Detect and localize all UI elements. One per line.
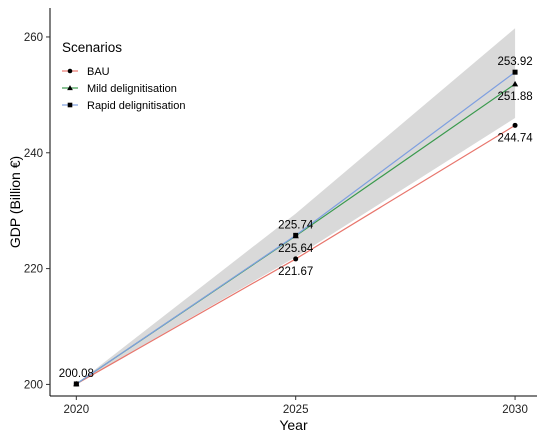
data-label-6: 253.92 bbox=[497, 56, 532, 68]
data-point-2-0 bbox=[73, 381, 79, 387]
y-tick-label-2: 240 bbox=[24, 148, 43, 160]
legend-title: Scenarios bbox=[62, 40, 122, 55]
legend: Scenarios BAU Mild delignitisation Rapid de… bbox=[62, 40, 185, 112]
legend-marker-0 bbox=[67, 68, 73, 74]
y-axis-title: GDP (Billion €) bbox=[7, 156, 23, 248]
x-tick-label-1: 2025 bbox=[283, 404, 309, 416]
data-label-0: 200.08 bbox=[59, 368, 94, 380]
data-point-1-2 bbox=[511, 80, 519, 87]
legend-label-2: Rapid delignitisation bbox=[87, 100, 185, 112]
y-tick-label-3: 260 bbox=[24, 32, 43, 44]
y-tick-label-0: 200 bbox=[24, 379, 43, 391]
x-axis-title: Year bbox=[279, 417, 308, 433]
y-tick-label-1: 220 bbox=[24, 264, 43, 276]
confidence-band bbox=[76, 28, 516, 384]
data-label-2: 225.64 bbox=[278, 243, 314, 255]
legend-label-0: BAU bbox=[87, 66, 110, 78]
data-label-5: 251.88 bbox=[497, 91, 532, 103]
data-label-3: 225.74 bbox=[278, 219, 314, 231]
data-label-4: 244.74 bbox=[497, 132, 533, 144]
x-tick-label-0: 2020 bbox=[64, 404, 90, 416]
data-point-2-1 bbox=[293, 232, 299, 238]
data-label-1: 221.67 bbox=[278, 266, 313, 278]
data-point-2-2 bbox=[512, 69, 518, 75]
legend-label-1: Mild delignitisation bbox=[87, 83, 177, 95]
legend-marker-2 bbox=[67, 102, 73, 108]
x-tick-label-2: 2030 bbox=[502, 404, 528, 416]
data-point-0-1 bbox=[293, 256, 299, 262]
data-point-0-2 bbox=[512, 122, 518, 128]
legend-marker-1 bbox=[67, 85, 73, 91]
